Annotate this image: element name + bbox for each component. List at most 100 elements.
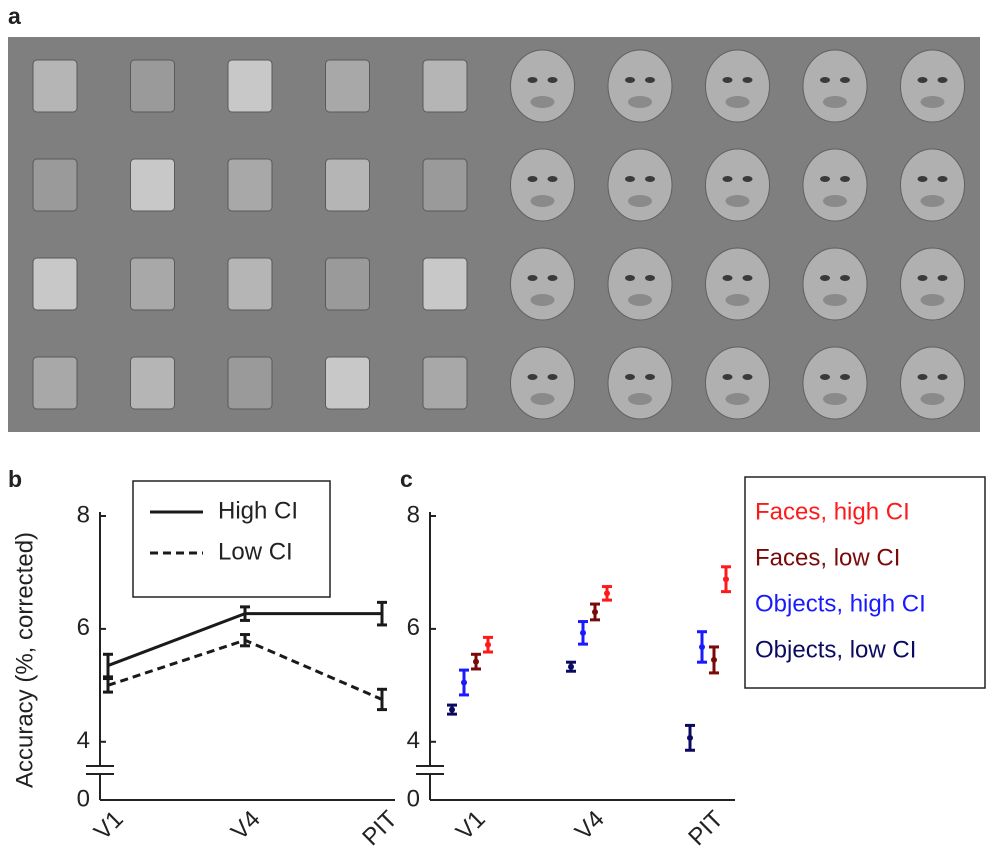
object-image (227, 257, 273, 311)
face-feature (823, 393, 847, 405)
face-feature (917, 77, 928, 83)
x-tick-label: V4 (570, 806, 610, 846)
point (461, 679, 467, 686)
point (592, 608, 598, 615)
face-image (900, 247, 965, 321)
face-image (705, 148, 770, 222)
error-bar (103, 652, 113, 679)
error-bar (240, 633, 250, 648)
face-image (900, 346, 965, 420)
y-tick-label: 6 (77, 614, 90, 641)
face-feature (547, 176, 558, 182)
face-feature (742, 77, 753, 83)
face-feature (722, 374, 733, 380)
face-feature (547, 374, 558, 380)
face-feature (820, 374, 830, 380)
face-feature (920, 96, 945, 108)
face-feature (722, 77, 733, 83)
y-tick-label: 4 (77, 727, 90, 754)
face-feature (937, 275, 948, 281)
point (485, 641, 491, 648)
object-image (227, 59, 273, 113)
face-feature (645, 374, 655, 380)
y-axis-label: Accuracy (%, corrected) (11, 532, 38, 788)
face-image (510, 346, 575, 420)
panel-label: a (8, 3, 21, 29)
face-image (705, 49, 770, 123)
object-image (325, 257, 370, 311)
object-image (130, 356, 175, 410)
face-image (510, 148, 575, 222)
object-image (32, 257, 78, 311)
face-image (510, 247, 575, 321)
face-feature (628, 393, 652, 405)
face-feature (530, 294, 555, 306)
face-feature (742, 176, 753, 182)
face-feature (530, 393, 555, 405)
point (687, 734, 693, 741)
y-tick-label: 8 (77, 501, 90, 528)
panel-label: c (400, 466, 413, 492)
x-tick-label: V4 (226, 806, 266, 846)
error-bar (377, 687, 387, 712)
x-tick-label: PIT (357, 805, 403, 851)
error-bar (103, 677, 113, 694)
face-feature (823, 96, 847, 108)
face-image (900, 49, 965, 123)
object-image (325, 356, 370, 410)
legend-label: Faces, high CI (755, 498, 910, 525)
object-image (130, 158, 175, 212)
legend-label: High CI (218, 497, 298, 524)
face-feature (840, 275, 850, 281)
face-feature (920, 393, 945, 405)
face-feature (840, 77, 850, 83)
face-feature (820, 77, 830, 83)
face-feature (820, 176, 830, 182)
face-feature (530, 96, 555, 108)
y-tick-label: 8 (407, 501, 420, 528)
point (723, 576, 729, 583)
point (711, 656, 717, 663)
error-bar (240, 605, 250, 622)
object-image (422, 158, 468, 212)
panel-label: b (8, 466, 22, 492)
face-image (802, 148, 868, 222)
face-feature (527, 374, 538, 380)
face-feature (840, 374, 850, 380)
face-feature (725, 96, 750, 108)
face-image (802, 346, 868, 420)
point (568, 663, 574, 670)
point (473, 658, 479, 665)
face-feature (920, 195, 945, 207)
face-image (607, 148, 673, 222)
object-image (130, 59, 175, 113)
object-image (227, 158, 273, 212)
face-feature (823, 294, 847, 306)
object-image (325, 59, 370, 113)
face-image (900, 148, 965, 222)
face-feature (725, 393, 750, 405)
face-feature (920, 294, 945, 306)
face-feature (937, 77, 948, 83)
object-image (422, 257, 468, 311)
object-image (32, 158, 78, 212)
object-image (227, 356, 273, 410)
object-image (32, 356, 78, 410)
face-feature (527, 275, 538, 281)
axis-break-gap (86, 766, 114, 774)
face-image (607, 247, 673, 321)
face-image (510, 49, 575, 123)
legend-label: Faces, low CI (755, 544, 900, 571)
face-feature (722, 275, 733, 281)
face-feature (628, 96, 652, 108)
face-feature (917, 275, 928, 281)
face-feature (547, 77, 558, 83)
object-image (422, 356, 468, 410)
point (449, 706, 455, 713)
face-feature (625, 77, 635, 83)
face-image (802, 49, 868, 123)
face-feature (722, 176, 733, 182)
face-feature (725, 294, 750, 306)
